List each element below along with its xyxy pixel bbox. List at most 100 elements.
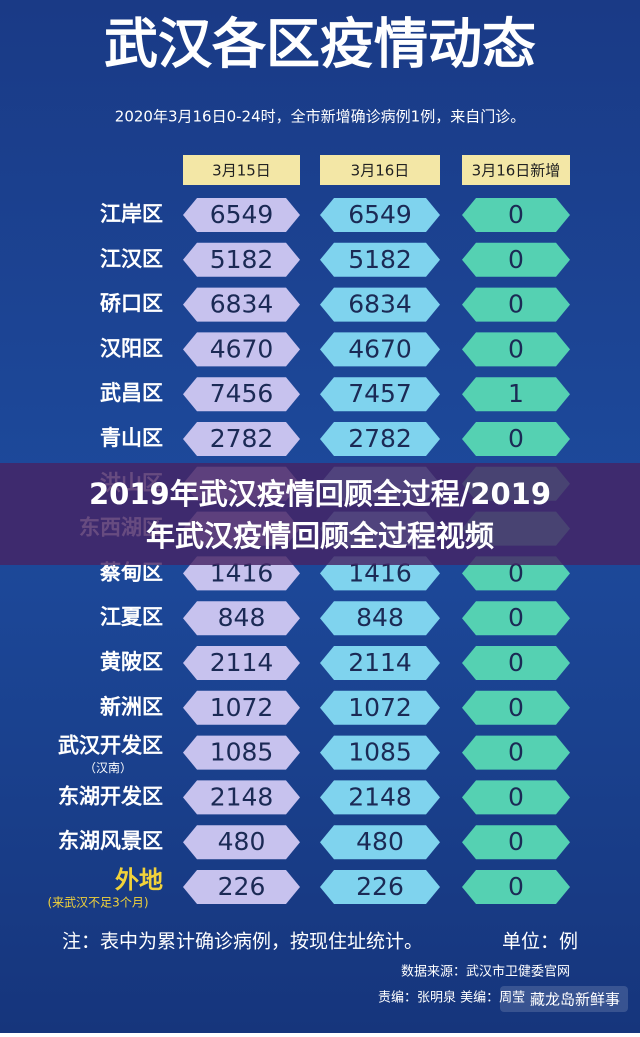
value-cell [462, 825, 570, 860]
district-note: (来武汉不足3个月) [48, 896, 149, 910]
value: 848 [356, 603, 404, 632]
value: 7456 [210, 379, 274, 408]
district: 武昌区 [100, 381, 163, 405]
column-header: 3月16日 [351, 162, 410, 180]
value-cell [462, 242, 570, 277]
value-cell [183, 870, 300, 904]
value-cell [320, 287, 440, 322]
value: 480 [218, 827, 266, 856]
value-cell [462, 646, 570, 680]
value-cell [320, 242, 440, 277]
value: 6834 [210, 290, 274, 319]
value: 5182 [348, 245, 412, 274]
value-cell [462, 690, 570, 725]
value: 2782 [348, 424, 412, 453]
editor: 责编：张明泉 美编：周莹 [378, 990, 525, 1006]
value: 4670 [348, 334, 412, 363]
district: 东湖开发区 [58, 784, 163, 808]
district: 外地 [115, 866, 163, 894]
value: 0 [508, 245, 524, 274]
value-cell [320, 332, 440, 367]
district: 硚口区 [100, 292, 163, 316]
value-cell [320, 422, 440, 456]
district: 江夏区 [100, 605, 163, 629]
column-header-bg [183, 155, 300, 185]
value-cell [183, 646, 300, 680]
value-cell [320, 825, 440, 860]
value-cell [183, 780, 300, 815]
value: 0 [508, 558, 524, 587]
value-cell [320, 198, 440, 232]
value-cell [462, 870, 570, 904]
value-cell [183, 690, 300, 725]
value-cell [462, 198, 570, 232]
source: 数据来源：武汉市卫健委官网 [401, 964, 570, 980]
district: 黄陂区 [100, 650, 163, 674]
value: 2114 [210, 648, 274, 677]
value-cell [320, 646, 440, 680]
value-cell [183, 735, 300, 770]
value-cell [462, 377, 570, 412]
banner-line: 2019年武汉疫情回顾全过程/2019 [89, 477, 551, 511]
banner [0, 463, 640, 565]
value: 0 [508, 200, 524, 229]
value: 2782 [210, 424, 274, 453]
value: 4670 [210, 334, 274, 363]
value: 848 [218, 603, 266, 632]
value-cell [183, 332, 300, 367]
value-cell [183, 601, 300, 636]
watermark: 藏龙岛新鲜事 [530, 991, 620, 1009]
column-header: 3月16日新增 [472, 162, 561, 180]
footnote: 注：表中为累计确诊病例，按现住址统计。 [62, 931, 423, 953]
value-cell [320, 601, 440, 636]
value: 1085 [348, 738, 412, 767]
value: 2148 [348, 782, 412, 811]
district-note: （汉南） [84, 760, 132, 775]
value-cell [462, 780, 570, 815]
value: 0 [508, 334, 524, 363]
value-cell [183, 198, 300, 232]
value: 0 [508, 738, 524, 767]
value: 0 [508, 424, 524, 453]
district: 江岸区 [100, 202, 163, 226]
value: 2148 [210, 782, 274, 811]
value: 0 [508, 603, 524, 632]
value-cell [183, 377, 300, 412]
value-cell [462, 601, 570, 636]
value-cell [183, 242, 300, 277]
value-cell [320, 377, 440, 412]
value: 480 [356, 827, 404, 856]
value: 226 [218, 872, 266, 901]
value: 6834 [348, 290, 412, 319]
value: 0 [508, 827, 524, 856]
district: 汉阳区 [100, 336, 163, 360]
value: 0 [508, 872, 524, 901]
value-cell [462, 422, 570, 456]
value-cell [183, 287, 300, 322]
value-cell [183, 422, 300, 456]
value: 0 [508, 290, 524, 319]
column-header-bg [320, 155, 440, 185]
district: 青山区 [100, 426, 163, 450]
district: 新洲区 [100, 695, 163, 719]
value: 5182 [210, 245, 274, 274]
value-cell [320, 690, 440, 725]
value: 0 [508, 648, 524, 677]
district: 东湖风景区 [58, 829, 163, 853]
district: 武汉开发区 [58, 734, 163, 758]
title: 武汉各区疫情动态 [104, 13, 536, 76]
value-cell [320, 780, 440, 815]
value: 1072 [348, 693, 412, 722]
column-header: 3月15日 [212, 162, 271, 180]
value: 1072 [210, 693, 274, 722]
value: 0 [508, 782, 524, 811]
value: 0 [508, 693, 524, 722]
value-cell [462, 735, 570, 770]
banner-line: 年武汉疫情回顾全过程视频 [146, 519, 494, 553]
value: 226 [356, 872, 404, 901]
unit: 单位：例 [502, 931, 578, 953]
value-cell [320, 735, 440, 770]
value-cell [462, 332, 570, 367]
value: 7457 [348, 379, 412, 408]
